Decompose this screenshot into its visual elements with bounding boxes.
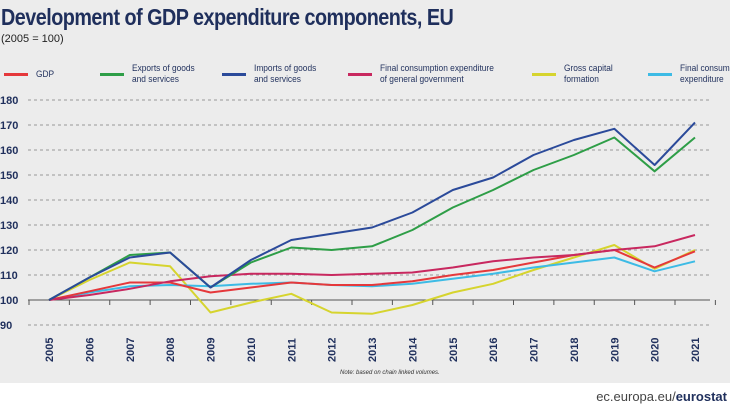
x-tick-label: 2020 bbox=[650, 338, 662, 362]
legend-label-line: formation bbox=[564, 74, 599, 85]
x-tick-label: 2014 bbox=[407, 337, 419, 362]
series-line-final-consumption-expenditure bbox=[48, 256, 696, 301]
y-tick-label: 90 bbox=[0, 320, 12, 332]
legend-item: Imports of goods and services bbox=[222, 60, 325, 88]
legend-label-line: GDP bbox=[36, 68, 55, 80]
y-tick-label: 130 bbox=[0, 220, 18, 232]
legend-label-line: Gross capital bbox=[564, 63, 613, 74]
legend-label-line: Exports of goods bbox=[132, 63, 195, 74]
y-tick-label: 120 bbox=[0, 245, 18, 257]
legend-label-line: and services bbox=[254, 74, 301, 85]
x-tick-label: 2007 bbox=[125, 338, 137, 362]
x-tick-label: 2019 bbox=[609, 338, 621, 362]
source-brand: eurostat bbox=[675, 389, 727, 404]
legend-item: Final consumption expenditure of general … bbox=[348, 60, 509, 88]
legend-label-line: of general government bbox=[380, 74, 464, 85]
legend-label: Gross capital formation bbox=[564, 63, 613, 85]
x-tick-label: 2016 bbox=[488, 338, 500, 362]
legend-swatch bbox=[348, 72, 372, 76]
legend-label-line: Final consumption expenditure bbox=[380, 63, 494, 74]
chart-title: Development of GDP expenditure component… bbox=[1, 4, 454, 30]
legend-item: Exports of goods and services bbox=[100, 60, 203, 88]
x-tick-label: 2010 bbox=[246, 338, 258, 362]
x-tick-label: 2011 bbox=[286, 338, 298, 362]
legend-swatch bbox=[532, 72, 556, 76]
legend-swatch bbox=[222, 72, 246, 76]
y-tick-label: 100 bbox=[0, 295, 18, 307]
x-tick-label: 2013 bbox=[367, 338, 379, 362]
y-tick-label: 170 bbox=[0, 120, 18, 132]
x-tick-label: 2012 bbox=[327, 338, 339, 362]
series-line-exports-of-goods-and-services bbox=[48, 136, 696, 301]
source-domain: ec.europa.eu/ bbox=[596, 389, 676, 404]
line-chart: 90 100 110 120 130 140 150 160 170 180 2005 2006 200… bbox=[0, 95, 716, 362]
y-tick-label: 110 bbox=[0, 270, 18, 282]
legend-label-line: and services bbox=[132, 74, 179, 85]
legend-label: Final consumption expenditure of general … bbox=[380, 63, 494, 85]
x-tick-label: 2021 bbox=[690, 338, 702, 362]
legend-label-line: Final consumption bbox=[680, 63, 730, 74]
x-tick-label: 2006 bbox=[84, 338, 96, 362]
y-tick-label: 150 bbox=[0, 170, 18, 182]
legend-label-line: expenditure bbox=[680, 74, 724, 85]
source-link[interactable]: ec.europa.eu/eurostat bbox=[596, 389, 727, 404]
y-tick-label: 180 bbox=[0, 95, 18, 107]
x-tick-label: 2005 bbox=[44, 338, 56, 362]
legend-item: Gross capital formation bbox=[532, 60, 619, 88]
legend-item: GDP bbox=[4, 60, 57, 88]
x-tick-label: 2015 bbox=[448, 338, 460, 362]
legend-swatch bbox=[4, 72, 28, 76]
series-line-final-consumption-expenditure-of-general-government bbox=[48, 234, 696, 301]
legend-label: Exports of goods and services bbox=[132, 63, 195, 85]
chart-subtitle: (2005 = 100) bbox=[1, 33, 64, 45]
legend-label-line: Imports of goods bbox=[254, 63, 317, 74]
legend-label: GDP bbox=[36, 69, 54, 80]
x-tick-label: 2018 bbox=[569, 338, 581, 362]
legend-label: Imports of goods and services bbox=[254, 63, 316, 85]
x-tick-label: 2009 bbox=[206, 338, 218, 362]
series-line-imports-of-goods-and-services bbox=[48, 121, 696, 301]
legend-swatch bbox=[100, 72, 124, 76]
y-tick-label: 160 bbox=[0, 145, 18, 157]
x-tick-label: 2008 bbox=[165, 338, 177, 362]
chart-panel bbox=[0, 0, 730, 383]
chart-note: Note: based on chain linked volumes. bbox=[340, 370, 440, 376]
legend: GDP Exports of goods and services Imports o… bbox=[4, 60, 730, 90]
legend-swatch bbox=[648, 72, 672, 76]
x-tick-label: 2017 bbox=[529, 338, 541, 362]
y-tick-label: 140 bbox=[0, 195, 18, 207]
